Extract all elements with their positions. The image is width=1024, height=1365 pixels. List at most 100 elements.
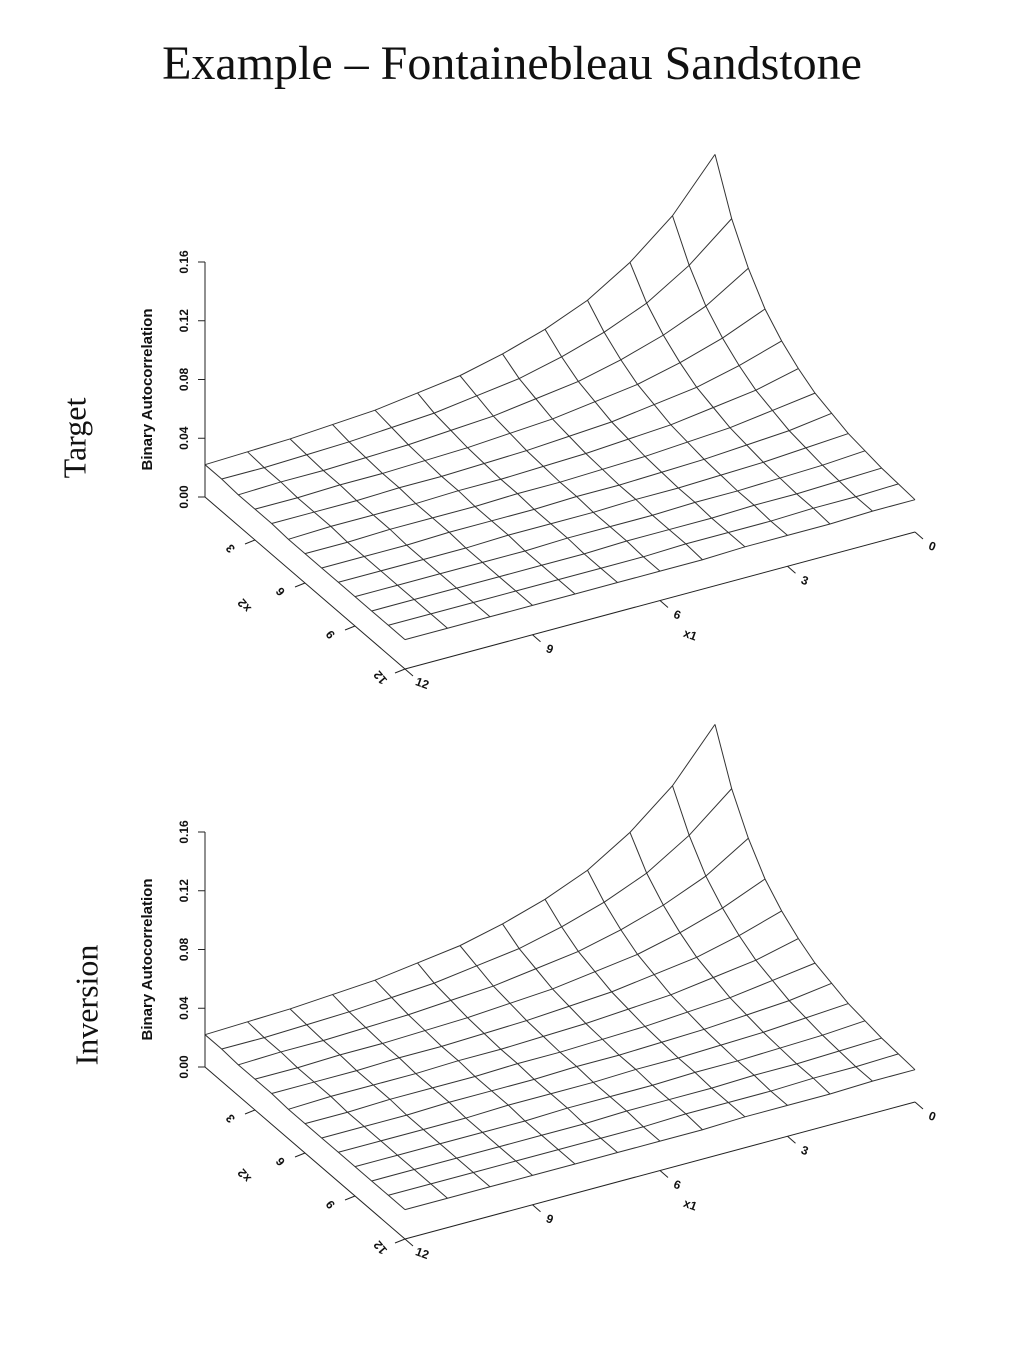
x2-tick-label: 12	[371, 1238, 391, 1257]
x2-tick	[394, 1238, 406, 1244]
x2-axis-label: x2	[235, 596, 255, 615]
mesh-column	[289, 1008, 491, 1188]
panel-label: Target	[56, 398, 92, 479]
x2-tick	[244, 1109, 256, 1115]
mesh-row	[388, 1053, 899, 1196]
x1-tick-label: 9	[544, 641, 555, 657]
x1-tick	[914, 531, 924, 540]
z-tick-label: 0.08	[177, 367, 191, 391]
mesh-column	[672, 215, 873, 512]
mesh-column	[502, 353, 703, 561]
x1-tick-label: 0	[927, 539, 938, 555]
mesh-row	[204, 724, 716, 1036]
mesh-row	[371, 467, 882, 612]
x2-tick-label: 6	[273, 1154, 288, 1168]
z-tick-label: 0.08	[177, 937, 191, 961]
mesh-row	[354, 1020, 866, 1168]
mesh-row	[221, 218, 733, 480]
mesh-row	[288, 368, 799, 540]
x2-tick-label: 9	[323, 1197, 338, 1211]
x1-tick-label: 12	[414, 1244, 432, 1262]
mesh-row	[321, 982, 832, 1139]
mesh-row	[404, 1069, 916, 1211]
x1-axis-label: x1	[682, 1196, 700, 1214]
mesh-column	[672, 785, 873, 1082]
panel-label: Inversion	[68, 945, 104, 1066]
mesh-column	[332, 994, 533, 1176]
x2-tick-label: 6	[273, 584, 288, 598]
mesh-column	[204, 464, 406, 641]
x1-tick	[659, 1170, 669, 1178]
mesh-row	[371, 1037, 882, 1182]
x1-tick	[659, 600, 669, 608]
x2-tick	[394, 668, 406, 674]
x2-tick	[294, 1152, 306, 1158]
x2-tick-label: 12	[371, 668, 391, 687]
x1-tick-label: 12	[414, 674, 432, 692]
x1-tick	[787, 1135, 796, 1144]
mesh-column	[459, 945, 661, 1142]
x1-tick-label: 3	[799, 1143, 810, 1159]
mesh-row	[404, 499, 916, 641]
mesh-row	[354, 450, 866, 598]
mesh-row	[288, 938, 799, 1110]
x1-tick-label: 9	[544, 1211, 555, 1227]
x1-tick-label: 0	[927, 1109, 938, 1125]
x1-tick-label: 3	[799, 573, 810, 589]
z-tick-label: 0.16	[177, 250, 191, 274]
mesh-column	[714, 154, 916, 501]
mesh-row	[271, 340, 782, 524]
mesh-row	[338, 433, 849, 583]
x2-tick-label: 9	[323, 627, 338, 641]
x2-tick-label: 3	[223, 541, 238, 555]
z-tick-label: 0.04	[177, 996, 191, 1020]
x1-tick	[532, 1204, 541, 1213]
x2-tick-label: 3	[223, 1111, 238, 1125]
mesh-column	[417, 392, 618, 583]
mesh-column	[629, 262, 831, 525]
mesh-column	[714, 724, 916, 1071]
mesh-row	[204, 154, 716, 466]
mesh-row	[338, 1003, 849, 1153]
z-tick-label: 0.12	[177, 309, 191, 333]
x2-tick	[294, 582, 306, 588]
mesh-column	[544, 329, 746, 548]
x1-axis-label: x1	[682, 626, 700, 644]
mesh-column	[374, 979, 576, 1165]
mesh-column	[544, 899, 746, 1118]
mesh-column	[247, 1021, 448, 1199]
x2-tick	[344, 625, 356, 631]
mesh-column	[587, 870, 788, 1106]
x2-tick	[244, 539, 256, 545]
x1-tick	[404, 668, 414, 677]
mesh-column	[204, 1034, 406, 1211]
z-tick-label: 0.00	[177, 485, 191, 509]
mesh-column	[502, 923, 703, 1131]
z-tick-label: 0.00	[177, 1055, 191, 1079]
slide-title: Example – Fontainebleau Sandstone	[162, 37, 862, 90]
z-tick-label: 0.12	[177, 879, 191, 903]
mesh-row	[271, 910, 782, 1094]
x2-axis-label: x2	[235, 1166, 255, 1185]
z-tick-label: 0.04	[177, 426, 191, 450]
x2-tick	[344, 1195, 356, 1201]
mesh-column	[374, 409, 576, 595]
x1-tick	[404, 1238, 414, 1247]
mesh-column	[587, 300, 788, 536]
x1-tick	[914, 1101, 924, 1110]
mesh-column	[459, 375, 661, 572]
mesh-column	[247, 451, 448, 629]
x1-tick	[532, 634, 541, 643]
mesh-column	[332, 424, 533, 606]
mesh-column	[629, 832, 831, 1095]
x1-tick-label: 6	[672, 1177, 683, 1193]
mesh-column	[417, 962, 618, 1153]
z-axis-label: Binary Autocorrelation	[139, 309, 156, 471]
mesh-row	[388, 483, 899, 626]
x1-tick	[787, 565, 796, 574]
mesh-row	[321, 412, 832, 569]
x1-tick-label: 6	[672, 607, 683, 623]
mesh-column	[289, 438, 491, 618]
z-axis-label: Binary Autocorrelation	[139, 879, 156, 1041]
